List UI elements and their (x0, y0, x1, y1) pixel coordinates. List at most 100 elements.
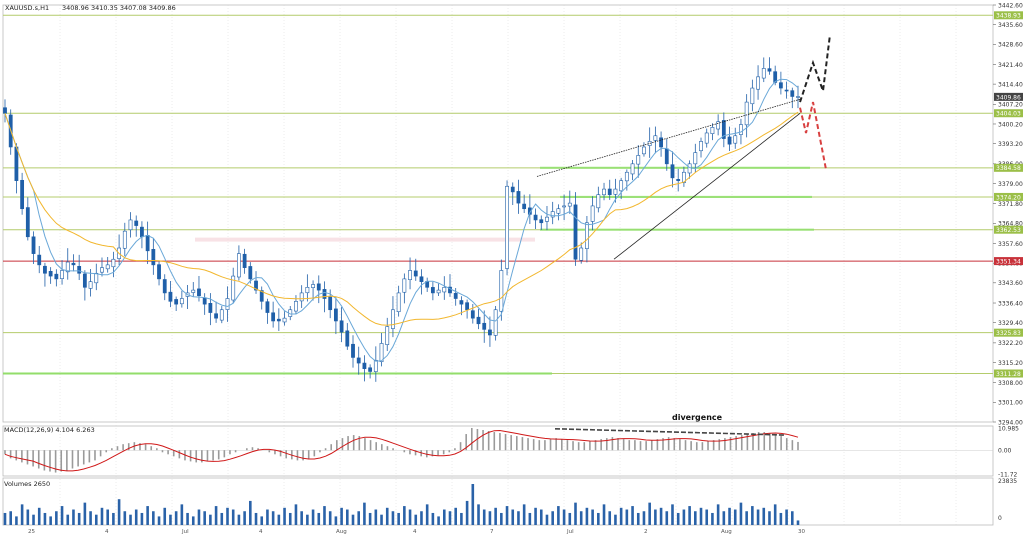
volume-tick-label: 0 (998, 515, 1002, 522)
candle-body (105, 264, 110, 270)
candle-body (784, 89, 789, 92)
candle-body (499, 270, 504, 312)
time-axis-label: 4 (259, 529, 263, 535)
candle-body (31, 236, 36, 254)
candle-body (465, 302, 470, 311)
candle-body (687, 163, 692, 174)
candle-body (767, 68, 772, 72)
candle-body (88, 281, 93, 289)
price-pane (3, 14, 993, 382)
price-tick-label: 3357.60 (998, 241, 1023, 248)
candle-body (208, 303, 213, 313)
candle-body (430, 287, 435, 294)
grid (2, 4, 994, 526)
candle-body (750, 87, 755, 105)
candle-body (282, 317, 287, 323)
candle-body (82, 273, 87, 288)
macd-tick-label: 0.00 (998, 448, 1012, 455)
macd-pane (3, 427, 993, 473)
candle-body (670, 164, 675, 179)
level-label-box (994, 163, 1023, 172)
macd-label: MACD(12,26,9) 4.104 6.263 (4, 426, 95, 434)
price-tick-label: 3435.60 (998, 22, 1023, 29)
price-tick-label: 3301.00 (998, 400, 1023, 407)
time-axis-label: Aug (721, 529, 732, 535)
candle-body (254, 280, 258, 291)
candle-body (602, 188, 606, 196)
macd-tick-label: 10.985 (998, 425, 1019, 432)
candle-body (704, 132, 709, 144)
level-label-box (994, 109, 1023, 118)
divergence-annotation: divergence (672, 413, 723, 422)
current-price-box (994, 92, 1023, 101)
ma-slow-line (4, 111, 799, 326)
candle-body (482, 322, 487, 330)
candle-body (516, 191, 521, 204)
price-tick-label: 3315.20 (998, 360, 1023, 367)
current-price-label: 3409.86 (996, 94, 1021, 101)
candle-body (585, 222, 589, 249)
candle-body (567, 202, 572, 207)
candle-body (664, 148, 669, 165)
candle-body (43, 265, 47, 274)
price-tick-label: 3336.40 (998, 300, 1023, 307)
candle-body (328, 296, 333, 311)
candle-body (699, 141, 703, 152)
price-tick-label: 3442.60 (998, 2, 1023, 9)
candle-body (311, 284, 315, 288)
candle-body (151, 249, 156, 266)
price-tick-label: 3371.80 (998, 201, 1023, 208)
candle-body (693, 152, 698, 165)
level-label-box (994, 328, 1023, 337)
level-label: 3404.03 (996, 111, 1021, 118)
candle-body (476, 316, 481, 325)
candle-body (721, 120, 726, 139)
candle-body (522, 203, 527, 210)
candle-body (94, 272, 99, 284)
candle-body (681, 171, 686, 184)
candle-body (636, 155, 641, 165)
price-tick-label: 3364.80 (998, 221, 1023, 228)
candle-body (134, 220, 139, 226)
time-axis-label: 25 (28, 529, 35, 535)
candle-body (619, 180, 624, 192)
price-tick-label: 3414.40 (998, 81, 1023, 88)
volume-pane (3, 484, 800, 525)
candle-body (362, 362, 367, 369)
ohlc-label: 3408.96 3410.35 3407.08 3409.86 (62, 4, 176, 12)
price-tick-label: 3428.60 (998, 42, 1023, 49)
level-label: 3362.53 (996, 227, 1021, 234)
candle-body (539, 219, 544, 224)
candle-body (373, 359, 378, 372)
candle-body (25, 207, 30, 238)
candle-body (470, 310, 475, 319)
candle-body (533, 214, 538, 221)
candle-body (459, 300, 464, 305)
candle-body (276, 318, 281, 322)
candle-body (385, 326, 390, 345)
candle-body (488, 329, 492, 336)
level-label-box (994, 257, 1023, 266)
candle-body (14, 146, 19, 181)
candle-body (744, 101, 749, 126)
time-axis-label: 7 (490, 529, 494, 535)
candle-body (345, 330, 350, 347)
candle-body (796, 96, 800, 98)
candle-body (562, 205, 566, 208)
candle-body (739, 124, 743, 135)
candle-body (322, 289, 327, 299)
candle-body (77, 266, 82, 274)
level-label: 3374.20 (996, 194, 1021, 201)
candle-body (351, 343, 355, 358)
candle-body (773, 71, 778, 83)
price-tick-label: 3421.40 (998, 62, 1023, 69)
price-tick-label: 3294.00 (998, 419, 1023, 426)
level-label: 3384.58 (996, 165, 1021, 172)
candle-body (71, 262, 76, 266)
candle-body (573, 204, 578, 260)
candle-body (162, 279, 167, 294)
candle-body (225, 298, 230, 310)
candle-body (790, 90, 795, 97)
candle-body (510, 186, 515, 193)
